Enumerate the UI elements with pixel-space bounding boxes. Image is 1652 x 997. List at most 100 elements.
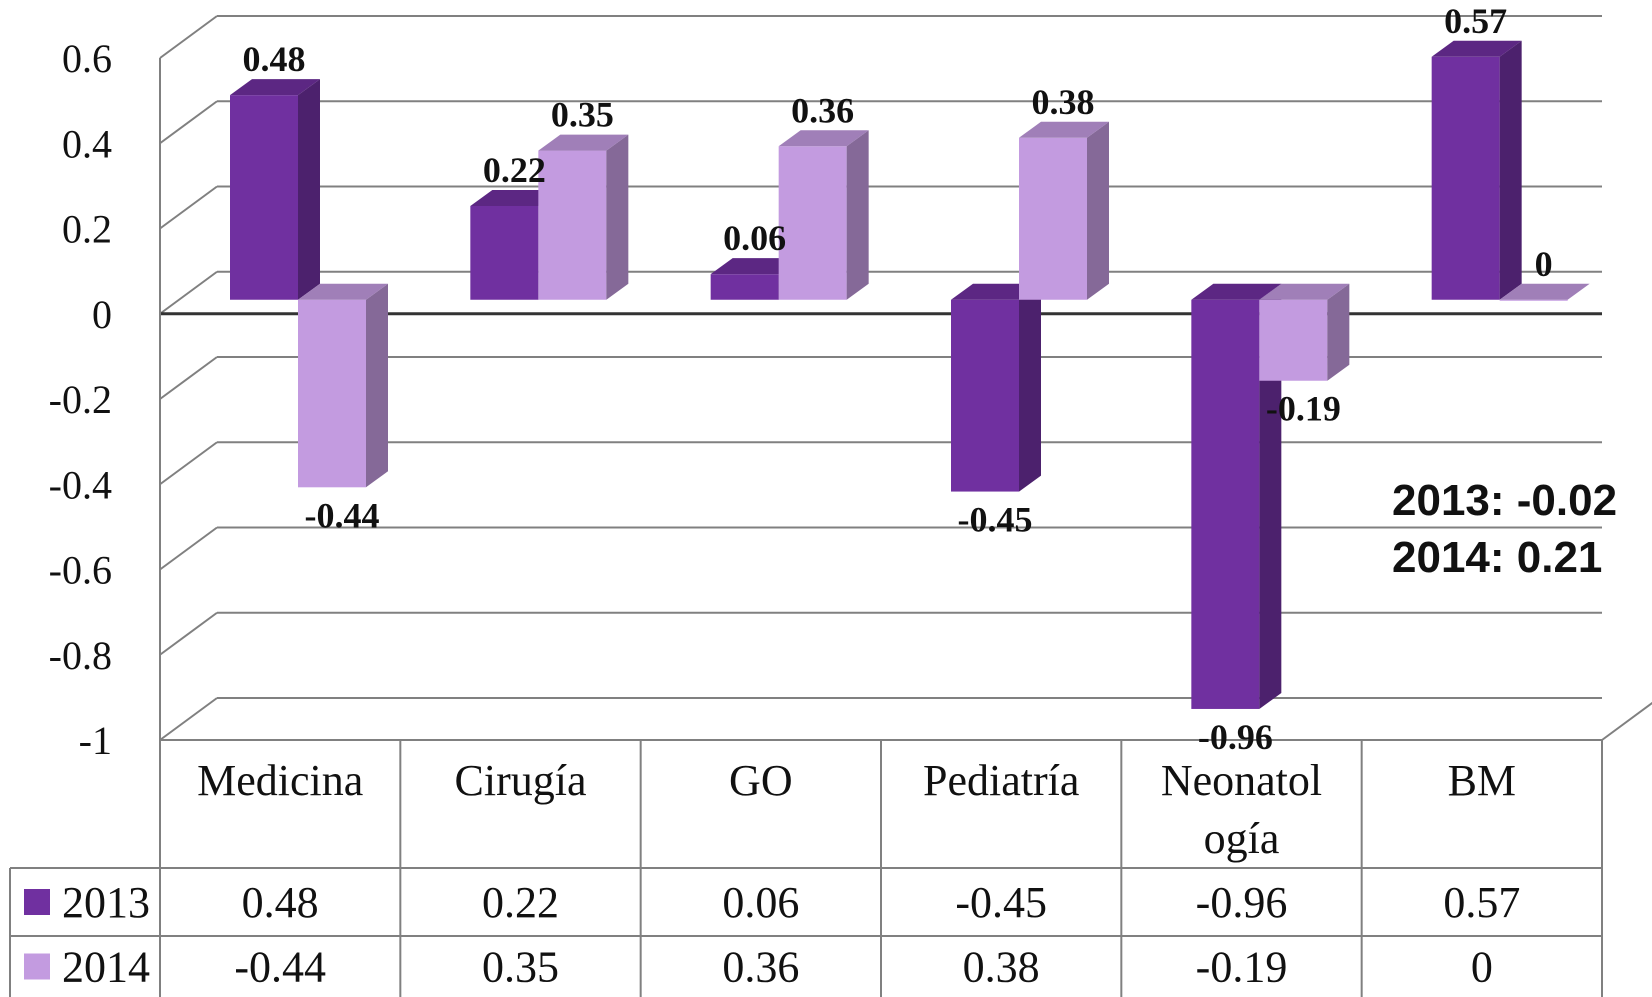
bar-front: [1259, 299, 1328, 381]
legend-label-2013: 2013: [62, 878, 150, 927]
bar-top: [1019, 121, 1109, 138]
category-label: Neonatol: [1161, 756, 1322, 805]
bar-2013-Neonatología: [1191, 283, 1282, 709]
summary-2013: 2013: -0.02: [1392, 476, 1617, 525]
annotations: 2013: -0.02 2014: 0.21: [1392, 476, 1617, 582]
bar-side: [606, 134, 629, 300]
category-label: Cirugía: [455, 756, 587, 805]
data-table: Medicina Cirugía GO Pediatría Neonatol ogía BM…: [9, 740, 1603, 997]
y-tick-label: -0.2: [49, 377, 112, 422]
bar-top: [538, 134, 629, 151]
legend-label-2014: 2014: [62, 943, 150, 992]
floor-right: [1601, 701, 1652, 741]
bar-top: [230, 79, 320, 96]
table-cell: 0.22: [482, 878, 559, 927]
gridline-side: [159, 270, 218, 315]
bar-front: [710, 274, 779, 300]
gridline-side: [159, 15, 218, 59]
bar-2014-BM: [1499, 283, 1590, 301]
y-tick-label: 0.6: [62, 36, 112, 81]
bar-2014-Pediatría: [1019, 121, 1109, 300]
gridline-side: [159, 526, 218, 571]
y-tick-label: -0.4: [49, 462, 112, 507]
bar-top: [298, 283, 388, 300]
y-tick-label: -0.6: [49, 548, 112, 593]
bar-front: [778, 146, 847, 300]
gridline-side: [159, 611, 218, 656]
data-label-2013-Cirugía: 0.22: [483, 150, 546, 190]
legend-swatch-2013: [24, 889, 50, 915]
table-cell: -0.44: [234, 943, 326, 992]
bar-2014-Cirugía: [538, 134, 629, 300]
y-tick-label: 0.2: [62, 207, 112, 252]
data-label-2014-BM: 0: [1535, 244, 1553, 284]
bar-front: [470, 205, 539, 300]
bar-front: [538, 150, 607, 300]
bar-2014-GO: [778, 130, 869, 300]
bar-2013-BM: [1431, 40, 1522, 300]
legend-swatch-2014: [24, 953, 50, 980]
gridline-side: [159, 185, 218, 230]
table-cell: 0.35: [482, 943, 559, 992]
bar-2013-Medicina: [230, 79, 320, 300]
table-cell: -0.96: [1196, 878, 1288, 927]
bar-front: [1499, 299, 1568, 301]
data-label-2013-Medicina: 0.48: [243, 39, 306, 79]
gridline-side: [159, 441, 218, 486]
data-label-2013-BM: 0.57: [1444, 1, 1507, 41]
data-labels: 0.48 -0.44 0.220.35 0.06 0.36 -0.45 0.38 -0.96 -…: [243, 1, 1553, 757]
bar-front: [298, 299, 366, 488]
gridline-side: [159, 100, 218, 145]
bar-top: [1191, 283, 1282, 300]
data-label-2013-GO: 0.06: [723, 218, 786, 258]
table-cell: 0.38: [963, 943, 1040, 992]
bar-side: [1087, 121, 1109, 300]
table-cell: 0.48: [242, 878, 319, 927]
bar-top: [951, 283, 1041, 300]
bar-side: [1327, 283, 1350, 381]
y-tick-label: 0: [92, 292, 112, 337]
bar-top: [470, 189, 561, 206]
bar-2014-Medicina: [298, 283, 388, 488]
category-label: ogía: [1204, 814, 1280, 863]
data-label-2013-Neonatología: -0.96: [1198, 717, 1273, 757]
bar-2014-Neonatología: [1259, 283, 1350, 381]
bar-side: [1019, 283, 1041, 492]
y-tick-label: 0.4: [62, 121, 112, 166]
table-cell: 0.36: [722, 943, 799, 992]
bar-side: [1499, 40, 1522, 300]
gridline-side: [159, 697, 218, 741]
table-cell: 0.06: [722, 878, 799, 927]
bar-front: [1431, 56, 1500, 300]
category-label: Pediatría: [923, 756, 1079, 805]
bar-top: [778, 130, 869, 147]
y-tick-label: -1: [79, 718, 112, 763]
bar-front: [1019, 137, 1087, 300]
table-cell: -0.19: [1196, 943, 1288, 992]
y-tick-label: -0.8: [49, 633, 112, 678]
bar-side: [1259, 283, 1282, 709]
table-cell: -0.45: [955, 878, 1047, 927]
category-label: GO: [729, 756, 793, 805]
bar-top: [710, 258, 801, 275]
gridline-side: [159, 356, 218, 400]
bar-side: [846, 130, 869, 300]
data-label-2014-Cirugía: 0.35: [551, 95, 614, 135]
table-cell: 0: [1471, 943, 1493, 992]
data-label-2014-Pediatría: 0.38: [1032, 82, 1095, 122]
category-label: BM: [1448, 756, 1516, 805]
bar-front: [1191, 299, 1260, 709]
table-cell: 0.57: [1443, 878, 1520, 927]
data-label-2014-Neonatología: -0.19: [1266, 389, 1341, 429]
bar-side: [366, 283, 388, 488]
summary-2014: 2014: 0.21: [1392, 533, 1602, 582]
bar-top: [1259, 283, 1350, 300]
bar-top: [1431, 40, 1522, 57]
bar-side: [298, 79, 320, 300]
data-label-2014-Medicina: -0.44: [305, 495, 380, 535]
bar-top: [1499, 283, 1590, 300]
bar-front: [951, 299, 1019, 492]
y-axis: 0.6 0.4 0.2 0 -0.2 -0.4 -0.6 -0.8 -1: [49, 36, 161, 763]
bar-2013-Pediatría: [951, 283, 1041, 492]
